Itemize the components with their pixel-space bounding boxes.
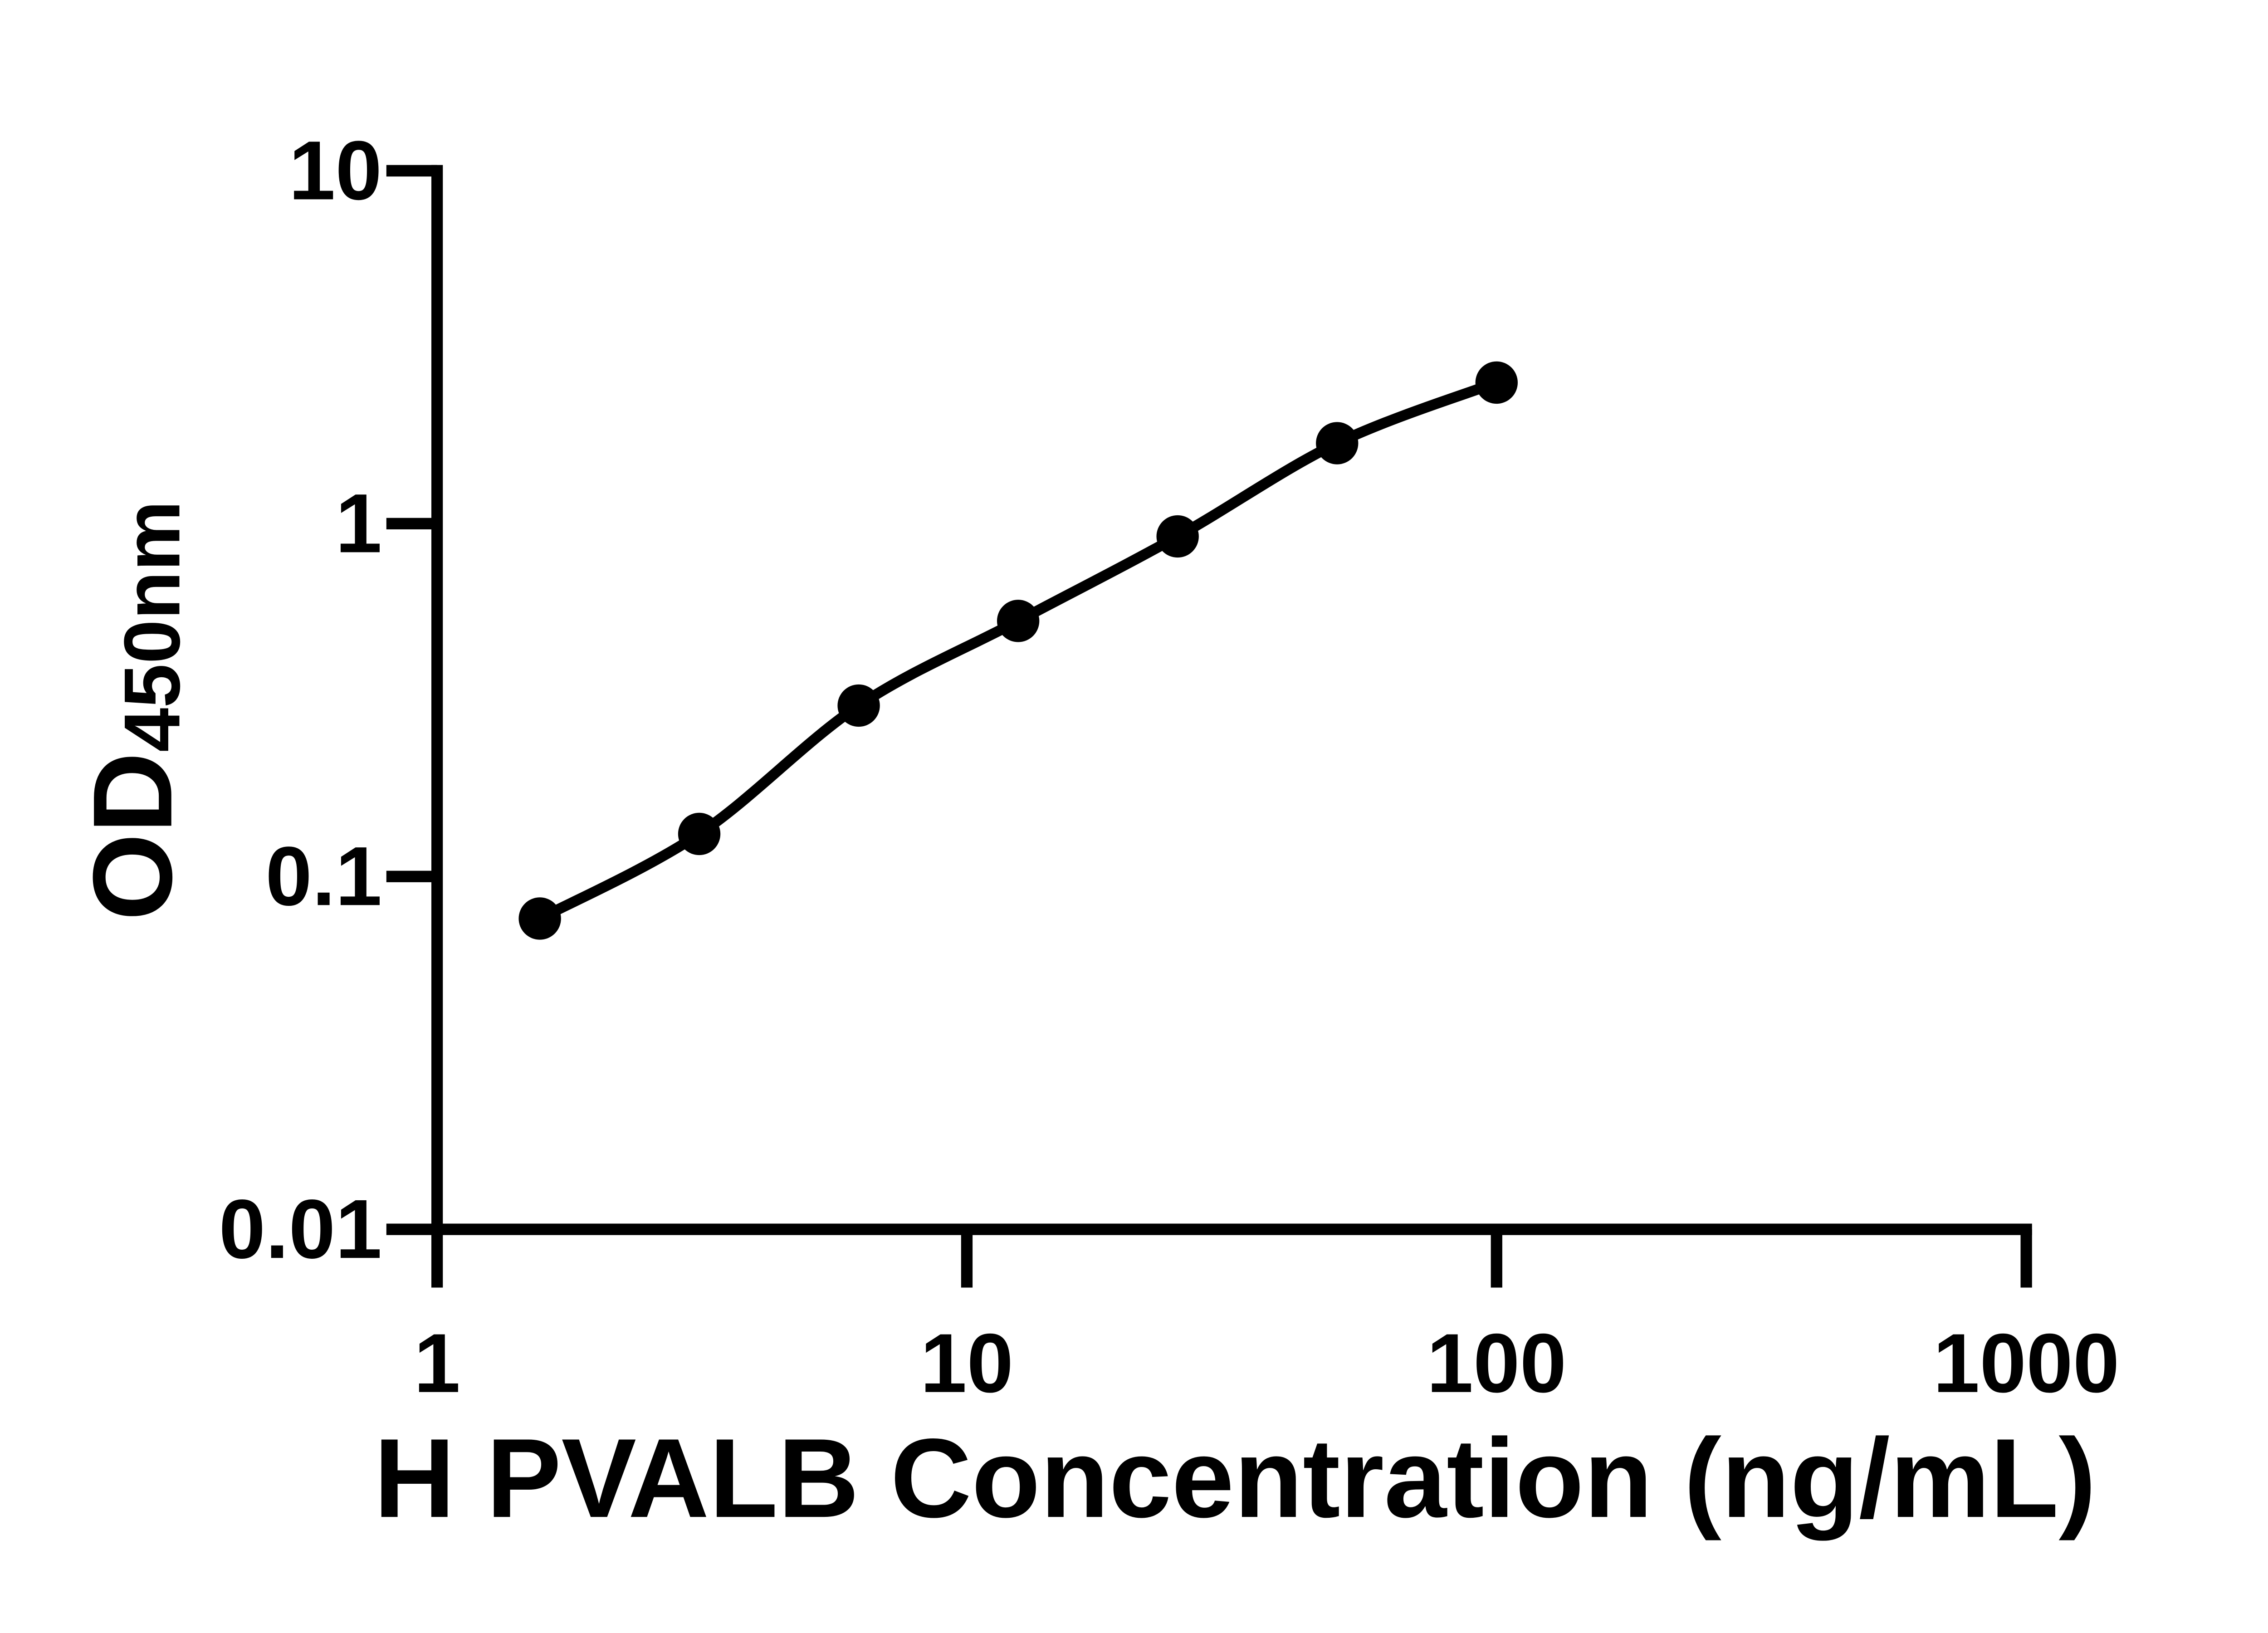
data-point xyxy=(678,812,721,856)
y-axis-title-sub: 450nm xyxy=(108,500,196,752)
y-tick-label: 1 xyxy=(335,477,382,570)
y-tick-label: 10 xyxy=(289,124,382,217)
axis-ticks xyxy=(386,165,2032,1288)
data-point xyxy=(1475,361,1518,404)
y-axis-title-main: OD xyxy=(69,752,195,921)
data-point xyxy=(1156,515,1199,558)
y-tick-label: 0.1 xyxy=(265,830,382,923)
data-point xyxy=(1316,422,1359,464)
x-tick-label: 10 xyxy=(920,1317,1014,1410)
y-tick-label: 0.01 xyxy=(219,1183,382,1276)
data-series xyxy=(518,361,1518,940)
data-point xyxy=(997,600,1040,642)
x-tick-label: 100 xyxy=(1427,1317,1566,1410)
x-tick-label: 1000 xyxy=(1933,1317,2120,1410)
axes xyxy=(431,165,2032,1235)
x-tick-label: 1 xyxy=(414,1317,460,1410)
data-point xyxy=(837,684,880,727)
axis-tick-labels: 10 1 0.1 0.01 1 10 100 1000 xyxy=(219,124,2120,1410)
data-point xyxy=(518,897,561,940)
x-axis-title: H PVALB Concentration (ng/mL) xyxy=(374,1415,2096,1541)
y-axis-title: OD450nm xyxy=(69,500,196,920)
